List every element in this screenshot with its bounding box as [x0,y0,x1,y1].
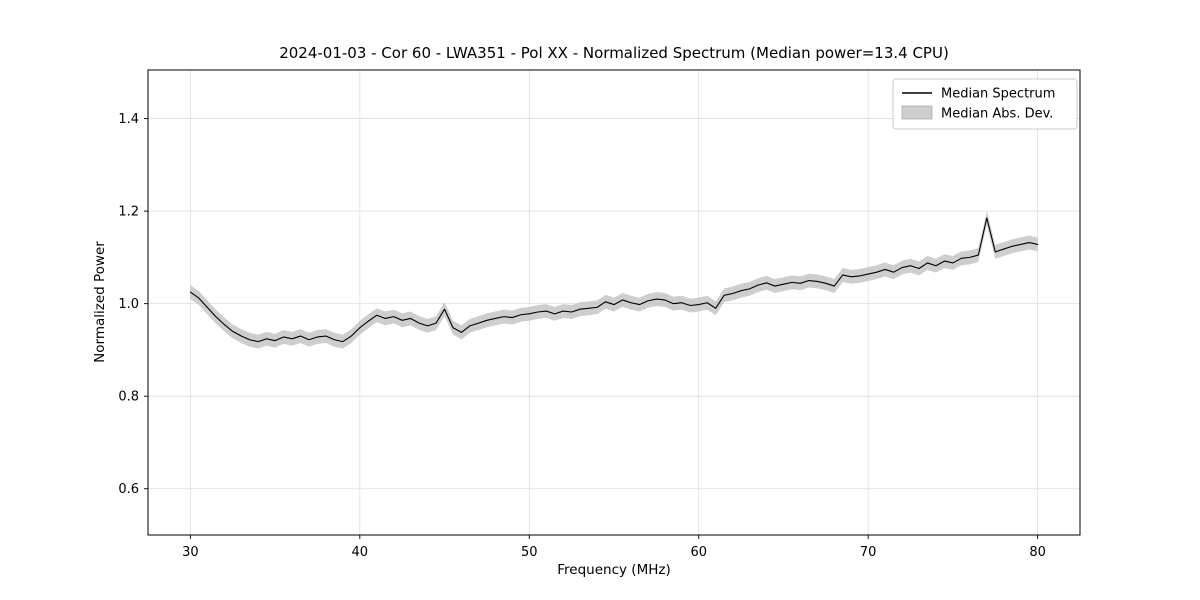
y-tick-label: 1.2 [118,205,139,220]
x-tick-label: 80 [1029,545,1046,560]
x-axis-ticks: 30 40 50 60 70 80 [182,535,1046,560]
axes-border [147,69,1081,536]
y-tick-label: 0.8 [118,390,139,405]
x-tick-label: 50 [521,545,538,560]
y-tick-label: 0.6 [118,482,139,497]
chart-title: 2024-01-03 - Cor 60 - LWA351 - Pol XX - … [279,44,949,62]
y-tick-label: 1.0 [118,297,139,312]
x-tick-label: 30 [182,545,199,560]
x-tick-label: 70 [860,545,877,560]
x-tick-label: 40 [352,545,369,560]
legend-label-median-spectrum: Median Spectrum [941,87,1055,102]
x-axis-label: Frequency (MHz) [557,562,670,578]
y-tick-label: 1.4 [118,112,139,127]
y-axis-label: Normalized Power [92,241,108,363]
y-axis-ticks: 0.6 0.8 1.0 1.2 1.4 [118,112,148,497]
mad-band [190,211,1038,349]
median-spectrum-line [189,217,1039,343]
x-tick-label: 60 [690,545,707,560]
legend-box [892,78,1078,130]
legend: Median Spectrum Median Abs. Dev. [892,78,1078,130]
legend-band-sample [901,105,933,120]
legend-label-median-abs-dev: Median Abs. Dev. [941,107,1053,122]
